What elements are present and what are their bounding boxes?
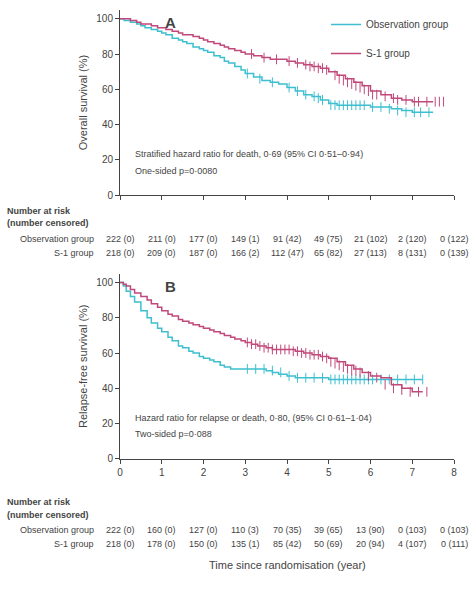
svg-text:A: A — [165, 14, 176, 31]
svg-text:127 (0): 127 (0) — [189, 525, 218, 535]
svg-text:Observation group: Observation group — [366, 19, 449, 30]
svg-text:S-1 group: S-1 group — [366, 48, 410, 59]
svg-text:50 (69): 50 (69) — [314, 539, 343, 549]
svg-text:Two-sided p=0·088: Two-sided p=0·088 — [135, 429, 212, 439]
svg-text:2 (120): 2 (120) — [398, 234, 427, 244]
svg-text:Time since randomisation (year: Time since randomisation (year) — [209, 559, 366, 571]
svg-text:0 (111): 0 (111) — [441, 539, 468, 549]
svg-text:166 (2): 166 (2) — [231, 248, 260, 258]
svg-text:85 (42): 85 (42) — [273, 539, 302, 549]
svg-text:7: 7 — [409, 467, 415, 478]
svg-text:100: 100 — [96, 13, 113, 24]
svg-text:40: 40 — [102, 119, 114, 130]
svg-text:Number at risk: Number at risk — [7, 497, 71, 507]
svg-text:160 (0): 160 (0) — [147, 525, 176, 535]
svg-text:65 (82): 65 (82) — [314, 248, 343, 258]
svg-text:27 (113): 27 (113) — [354, 248, 387, 258]
svg-text:Stratified hazard ratio for de: Stratified hazard ratio for death, 0·69 … — [135, 149, 363, 159]
svg-text:8 (131): 8 (131) — [398, 248, 427, 258]
svg-text:218 (0): 218 (0) — [106, 539, 135, 549]
svg-text:2: 2 — [201, 467, 207, 478]
svg-text:13 (90): 13 (90) — [356, 525, 385, 535]
svg-text:149 (1): 149 (1) — [231, 234, 260, 244]
svg-text:Hazard ratio for relapse or de: Hazard ratio for relapse or death, 0·80,… — [135, 413, 372, 423]
svg-text:5: 5 — [326, 467, 332, 478]
svg-text:S-1 group: S-1 group — [54, 539, 94, 549]
svg-text:222 (0): 222 (0) — [106, 525, 135, 535]
svg-text:1: 1 — [159, 467, 165, 478]
svg-text:70 (35): 70 (35) — [273, 525, 302, 535]
svg-text:20 (94): 20 (94) — [356, 539, 385, 549]
svg-text:6: 6 — [368, 467, 374, 478]
svg-text:20: 20 — [102, 418, 114, 429]
svg-text:0: 0 — [107, 190, 113, 201]
svg-text:49 (75): 49 (75) — [314, 234, 343, 244]
svg-text:39 (65): 39 (65) — [314, 525, 343, 535]
svg-text:One-sided p=0·0080: One-sided p=0·0080 — [135, 166, 217, 176]
svg-text:20: 20 — [102, 154, 114, 165]
svg-text:40: 40 — [102, 383, 114, 394]
svg-text:60: 60 — [102, 84, 114, 95]
svg-text:187 (0): 187 (0) — [189, 248, 218, 258]
svg-text:91 (42): 91 (42) — [273, 234, 302, 244]
svg-text:4 (107): 4 (107) — [398, 539, 427, 549]
svg-text:218 (0): 218 (0) — [106, 248, 135, 258]
svg-text:4: 4 — [284, 467, 290, 478]
svg-text:80: 80 — [102, 312, 114, 323]
svg-text:Observation group: Observation group — [20, 525, 94, 535]
svg-text:3: 3 — [242, 467, 248, 478]
svg-text:211 (0): 211 (0) — [148, 234, 176, 244]
svg-text:100: 100 — [96, 277, 113, 288]
svg-text:0: 0 — [117, 467, 123, 478]
svg-text:110 (3): 110 (3) — [231, 525, 259, 535]
svg-text:Relapse-free survival (%): Relapse-free survival (%) — [77, 304, 89, 427]
svg-text:(number censored): (number censored) — [7, 218, 89, 228]
svg-text:112 (47): 112 (47) — [271, 248, 304, 258]
svg-text:0 (122): 0 (122) — [440, 234, 469, 244]
svg-text:135 (1): 135 (1) — [231, 539, 260, 549]
svg-text:0 (139): 0 (139) — [440, 248, 469, 258]
svg-text:0 (103): 0 (103) — [440, 525, 469, 535]
svg-text:209 (0): 209 (0) — [147, 248, 176, 258]
svg-text:21 (102): 21 (102) — [354, 234, 388, 244]
svg-text:(number censored): (number censored) — [7, 510, 89, 520]
svg-text:Overall survival (%): Overall survival (%) — [77, 55, 89, 150]
svg-text:S-1 group: S-1 group — [54, 248, 94, 258]
svg-text:0 (103): 0 (103) — [398, 525, 427, 535]
svg-text:8: 8 — [451, 467, 457, 478]
svg-text:80: 80 — [102, 49, 114, 60]
svg-text:Observation group: Observation group — [20, 234, 94, 244]
svg-text:60: 60 — [102, 348, 114, 359]
svg-text:177 (0): 177 (0) — [189, 234, 218, 244]
svg-text:222 (0): 222 (0) — [106, 234, 135, 244]
svg-text:0: 0 — [107, 453, 113, 464]
svg-text:Number at risk: Number at risk — [7, 206, 71, 216]
svg-text:150 (0): 150 (0) — [189, 539, 218, 549]
svg-text:178 (0): 178 (0) — [147, 539, 176, 549]
svg-text:B: B — [165, 278, 176, 295]
